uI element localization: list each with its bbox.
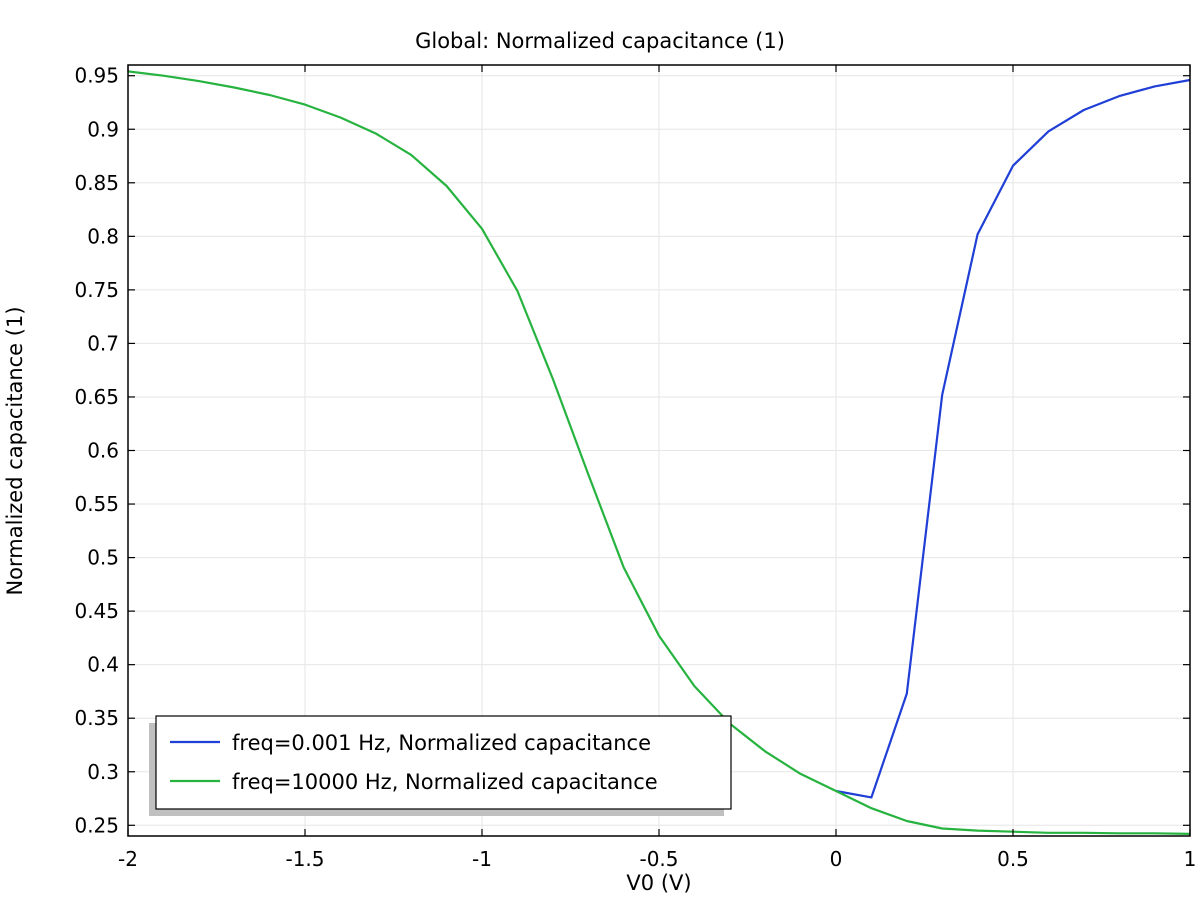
x-tick-label: 0 [830,847,843,871]
y-tick-label: 0.7 [87,331,119,355]
series-line-freq-0001 [835,78,1191,799]
y-tick-label: 0.45 [74,599,119,623]
y-tick-label: 0.95 [74,64,119,88]
y-tick-label: 0.55 [74,492,119,516]
y-tick-label: 0.5 [87,546,119,570]
y-tick-label: 0.35 [74,706,119,730]
y-axis-label: Normalized capacitance (1) [3,306,27,595]
y-tick-label: 0.75 [74,278,119,302]
x-tick-label: 0.5 [997,847,1029,871]
x-axis-label: V0 (V) [626,871,691,895]
y-tick-label: 0.9 [87,117,119,141]
x-tick-label: -1.5 [285,847,324,871]
legend-entry-freq-0001: freq=0.001 Hz, Normalized capacitance [232,731,651,755]
x-tick-label: 1 [1184,847,1197,871]
legend: freq=0.001 Hz, Normalized capacitance fr… [149,715,732,816]
y-tick-label: 0.6 [87,439,119,463]
grid [127,65,1191,836]
y-tick-label: 0.65 [74,385,119,409]
y-tick-label: 0.85 [74,171,119,195]
x-tick-label: -1 [472,847,492,871]
y-tick-label: 0.3 [87,760,119,784]
y-tick-label: 0.8 [87,224,119,248]
axis-ticks [127,65,1191,836]
legend-entry-freq-10000: freq=10000 Hz, Normalized capacitance [232,770,658,794]
x-tick-labels: -2 -1.5 -1 -0.5 0 0.5 1 [118,847,1196,871]
chart-title: Global: Normalized capacitance (1) [415,29,785,53]
x-tick-label: -2 [118,847,138,871]
y-tick-label: 0.25 [74,813,119,837]
x-tick-label: -0.5 [639,847,678,871]
y-tick-labels: 0.25 0.3 0.35 0.4 0.45 0.5 0.55 0.6 0.65 0.7 0.75 0… [74,64,119,838]
legend-box [155,715,732,810]
y-tick-label: 0.4 [87,653,119,677]
